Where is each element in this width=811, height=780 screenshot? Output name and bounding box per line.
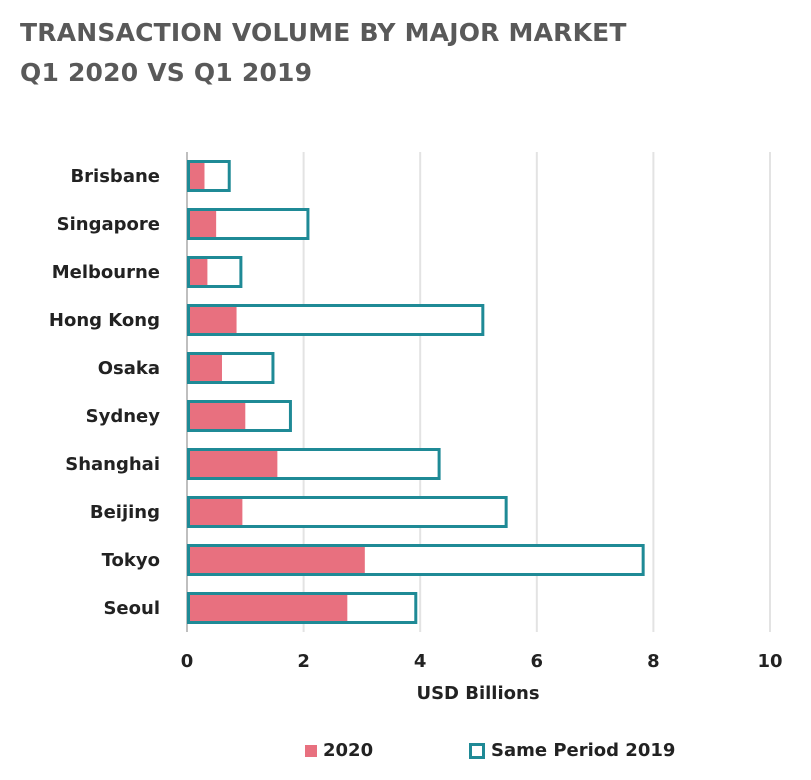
category-label: Beijing — [90, 502, 160, 523]
category-label: Shanghai — [65, 454, 160, 475]
x-tick-label: 8 — [647, 651, 660, 672]
bar-2019 — [187, 304, 485, 336]
bar-2020 — [190, 547, 365, 573]
category-label: Seoul — [103, 598, 160, 619]
x-tick-label: 4 — [414, 651, 427, 672]
legend-item-2020: 2020 — [305, 740, 373, 761]
category-label: Melbourne — [52, 262, 160, 283]
bar-2020 — [190, 451, 278, 477]
category-label: Osaka — [98, 358, 160, 379]
x-axis-title: USD Billions — [416, 683, 539, 704]
category-label: Hong Kong — [49, 310, 160, 331]
bar-2020 — [190, 403, 246, 429]
x-tick-label: 6 — [531, 651, 544, 672]
legend-label-2019: Same Period 2019 — [491, 740, 676, 761]
bar-2020 — [190, 163, 205, 189]
legend-item-2019: Same Period 2019 — [469, 740, 675, 761]
bar-chart: Brisbane Singapore Melbourne Hong Kong Osaka… — [49, 152, 783, 704]
bar-2020 — [190, 499, 243, 525]
x-tick-label: 0 — [181, 651, 194, 672]
bar-2020 — [190, 211, 217, 237]
category-label: Sydney — [86, 406, 161, 427]
x-tick-label: 2 — [297, 651, 310, 672]
legend-swatch-2019 — [469, 742, 485, 759]
bar-2020 — [190, 307, 237, 333]
chart-title-line1: TRANSACTION VOLUME BY MAJOR MARKET — [20, 18, 627, 47]
category-label: Tokyo — [102, 550, 160, 571]
bars — [187, 160, 645, 624]
legend-swatch-2020 — [305, 744, 317, 757]
x-tick-labels: 0 2 4 6 8 10 — [181, 651, 783, 672]
legend-label-2020: 2020 — [323, 740, 374, 761]
category-label: Brisbane — [70, 166, 160, 187]
chart-title-line2: Q1 2020 VS Q1 2019 — [20, 58, 313, 87]
bar-2020 — [190, 595, 348, 621]
category-labels: Brisbane Singapore Melbourne Hong Kong Osaka… — [49, 166, 160, 619]
bar-2020 — [190, 355, 222, 381]
x-tick-label: 10 — [757, 651, 782, 672]
bar-2020 — [190, 259, 208, 285]
legend: 2020 Same Period 2019 — [0, 740, 811, 770]
category-label: Singapore — [57, 214, 160, 235]
